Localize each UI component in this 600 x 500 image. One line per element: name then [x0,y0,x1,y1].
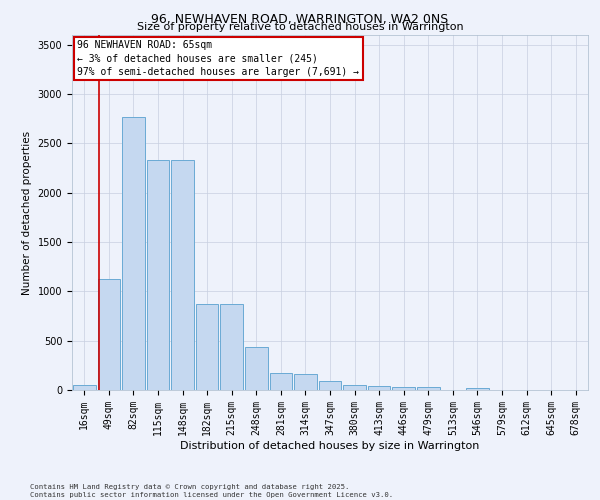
Bar [417,387,440,390]
Bar [73,385,95,390]
Bar [196,304,218,390]
Bar [269,373,292,390]
Bar [171,160,194,390]
Bar [392,387,415,390]
X-axis label: Distribution of detached houses by size in Warrington: Distribution of detached houses by size … [181,440,479,450]
Text: 96, NEWHAVEN ROAD, WARRINGTON, WA2 0NS: 96, NEWHAVEN ROAD, WARRINGTON, WA2 0NS [151,12,449,26]
Bar [98,278,120,390]
Bar [368,386,391,390]
Text: 96 NEWHAVEN ROAD: 65sqm
← 3% of detached houses are smaller (245)
97% of semi-de: 96 NEWHAVEN ROAD: 65sqm ← 3% of detached… [77,40,359,76]
Text: Size of property relative to detached houses in Warrington: Size of property relative to detached ho… [137,22,463,32]
Bar [319,381,341,390]
Bar [466,388,489,390]
Bar [122,117,145,390]
Text: Contains HM Land Registry data © Crown copyright and database right 2025.
Contai: Contains HM Land Registry data © Crown c… [30,484,393,498]
Bar [245,346,268,390]
Bar [294,374,317,390]
Bar [343,384,366,390]
Bar [146,160,169,390]
Y-axis label: Number of detached properties: Number of detached properties [22,130,32,294]
Bar [220,304,243,390]
